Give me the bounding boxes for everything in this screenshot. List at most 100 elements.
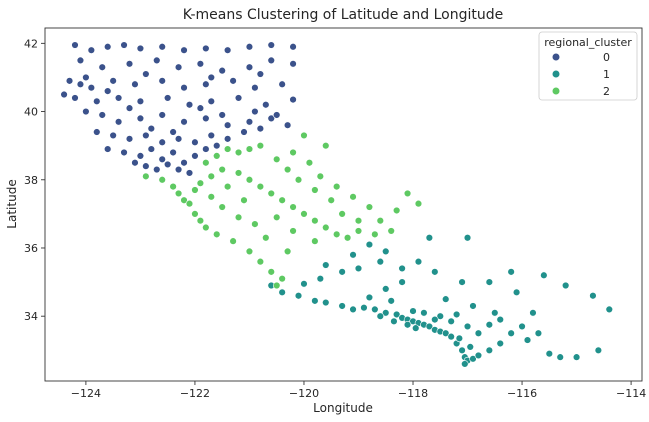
point-cluster-1 [398,278,406,286]
point-cluster-0 [71,41,79,49]
point-cluster-1 [376,312,384,320]
point-cluster-0 [60,90,68,99]
y-tick-label: 40 [24,106,38,119]
point-cluster-2 [354,227,363,235]
point-cluster-0 [158,43,166,51]
point-cluster-1 [294,292,303,300]
x-axis-label: Longitude [313,401,373,415]
point-cluster-2 [338,210,346,218]
point-cluster-1 [425,322,434,331]
y-tick-label: 36 [24,242,38,255]
point-cluster-2 [311,186,319,194]
point-cluster-0 [245,43,254,51]
point-cluster-0 [109,77,117,85]
point-cluster-0 [163,94,172,102]
point-cluster-0 [245,63,254,71]
point-cluster-0 [191,138,199,146]
point-cluster-1 [540,271,548,279]
point-cluster-1 [469,302,477,310]
point-cluster-1 [365,240,374,249]
point-cluster-1 [338,268,346,276]
point-cluster-0 [180,118,188,126]
point-cluster-0 [147,124,156,133]
point-cluster-0 [202,80,210,88]
point-cluster-0 [180,159,188,167]
point-cluster-1 [338,302,346,310]
point-cluster-2 [262,234,270,242]
point-cluster-1 [398,264,406,273]
point-cluster-2 [218,203,226,211]
point-cluster-0 [185,101,194,109]
point-cluster-1 [387,297,395,305]
point-cluster-2 [311,217,319,225]
point-cluster-1 [390,317,398,326]
point-cluster-0 [207,131,215,140]
point-cluster-0 [245,118,254,126]
point-cluster-2 [343,234,352,242]
point-cluster-0 [103,145,112,153]
point-cluster-2 [283,165,292,174]
point-cluster-0 [158,138,166,146]
legend: regional_cluster 0 1 2 [538,31,638,101]
point-cluster-0 [76,56,85,65]
point-cluster-0 [136,152,145,160]
x-tick-label: −114 [616,387,646,400]
point-cluster-2 [169,182,177,191]
point-cluster-1 [414,257,423,266]
point-cluster-1 [474,329,483,337]
point-cluster-0 [256,70,265,78]
point-cluster-2 [202,159,210,167]
point-cluster-0 [169,148,177,157]
point-cluster-2 [392,206,401,215]
point-cluster-0 [153,165,161,174]
point-cluster-2 [327,196,335,204]
point-cluster-0 [234,94,243,102]
y-tick-label: 34 [24,310,38,323]
point-cluster-0 [207,73,215,82]
point-cluster-2 [300,131,308,140]
point-cluster-1 [300,280,308,288]
point-cluster-1 [589,292,597,300]
point-cluster-1 [458,278,466,286]
point-cluster-0 [229,77,237,85]
point-cluster-0 [120,41,128,49]
point-cluster-1 [534,329,543,337]
point-cluster-1 [545,350,554,358]
plot-frame [44,27,643,382]
point-cluster-1 [431,268,439,276]
point-cluster-2 [229,237,237,245]
point-cluster-0 [136,114,145,123]
point-cluster-1 [447,332,455,341]
y-axis-label: Latitude [5,179,19,228]
point-cluster-0 [169,128,177,136]
point-cluster-2 [414,199,423,208]
point-cluster-1 [376,257,384,266]
points-layer [60,41,613,368]
point-cluster-1 [354,264,363,273]
point-cluster-0 [125,135,134,143]
x-axis: −124 −122 −120 −118 −116 −114 [71,381,646,400]
point-cluster-1 [442,329,450,337]
point-cluster-1 [458,346,466,354]
point-cluster-1 [311,297,319,305]
point-cluster-0 [278,80,286,88]
point-cluster-1 [409,307,417,315]
point-cluster-2 [234,213,243,221]
point-cluster-0 [136,44,145,53]
point-cluster-0 [289,43,297,51]
point-cluster-0 [158,77,166,85]
point-cluster-1 [461,360,469,368]
point-cluster-1 [322,261,330,269]
point-cluster-2 [213,152,221,160]
x-tick-label: −116 [507,387,537,400]
point-cluster-2 [311,237,319,245]
point-cluster-2 [289,203,297,211]
point-cluster-1 [469,355,477,363]
point-cluster-1 [556,353,564,361]
legend-label-2: 2 [603,85,610,98]
point-cluster-0 [142,162,150,170]
point-cluster-0 [202,114,210,123]
point-cluster-0 [87,83,96,92]
point-cluster-0 [82,73,90,82]
